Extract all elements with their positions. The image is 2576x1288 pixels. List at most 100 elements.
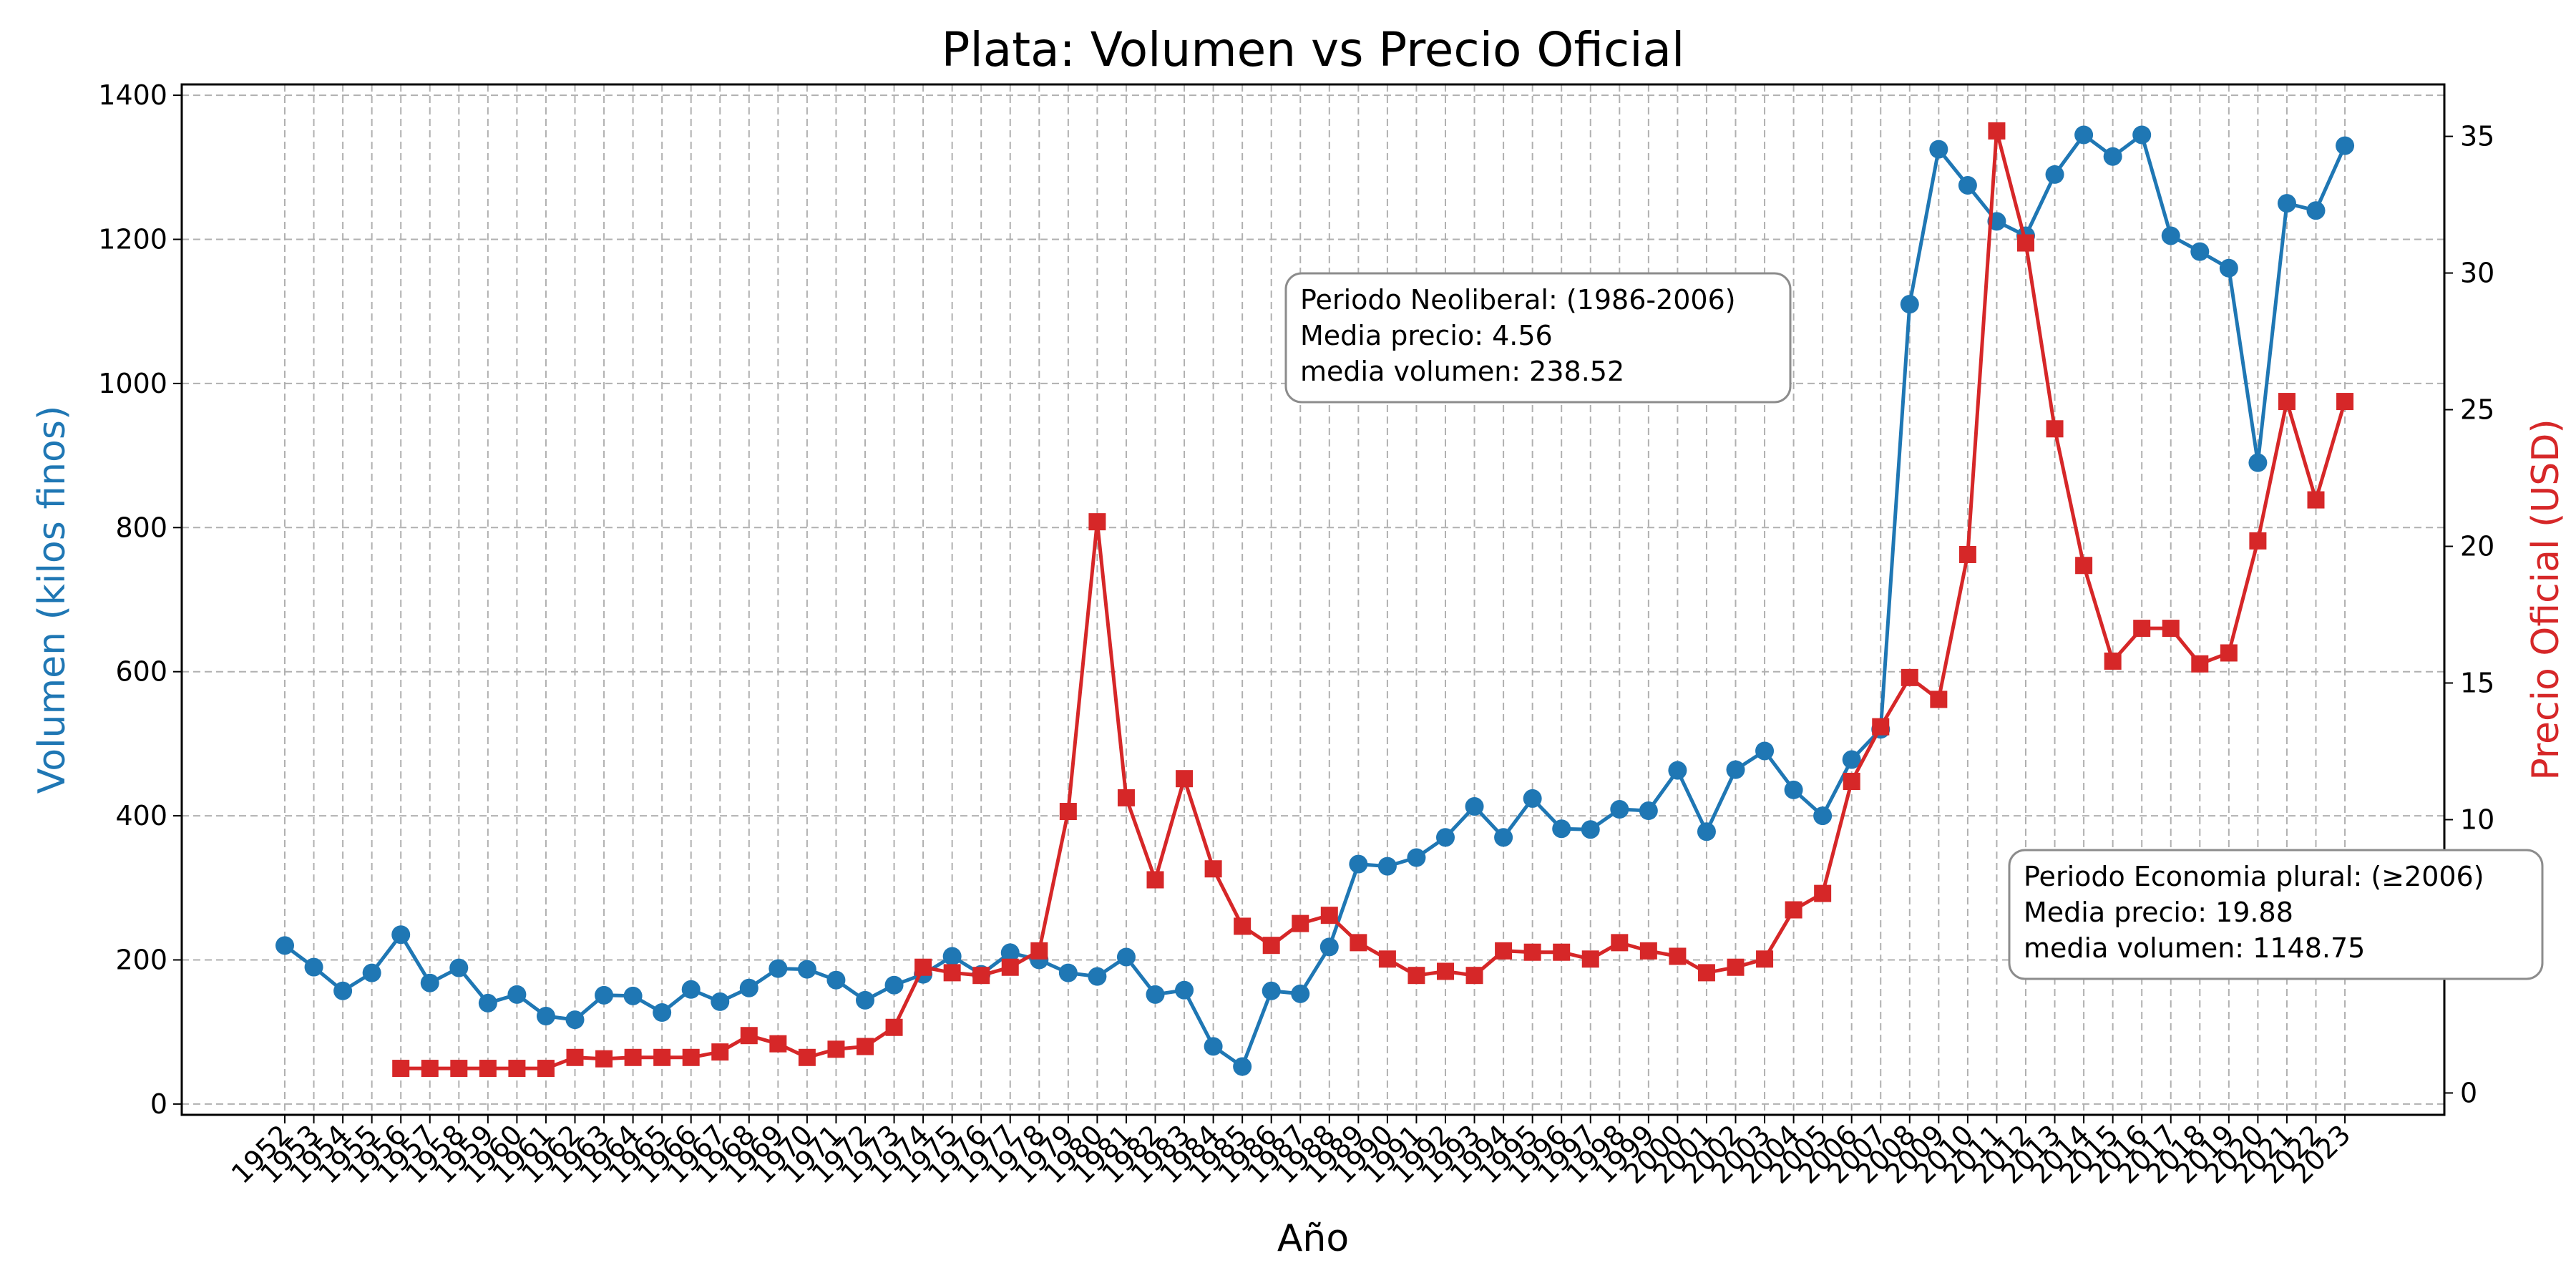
data-point-precio [1553, 943, 1571, 961]
data-point-precio [1350, 934, 1367, 952]
y-right-tick-label: 35 [2460, 121, 2494, 152]
data-point-volumen [2219, 258, 2238, 278]
data-point-volumen [1610, 800, 1629, 819]
data-point-volumen [1813, 806, 1833, 826]
data-point-precio [827, 1040, 845, 1058]
annotation-neoliberal-line-3: media volumen: 238.52 [1300, 356, 1624, 387]
data-point-volumen [1436, 828, 1455, 847]
data-point-precio [1785, 901, 1802, 919]
data-point-precio [798, 1048, 816, 1066]
data-point-volumen [1204, 1037, 1223, 1056]
data-point-volumen [1233, 1057, 1252, 1076]
data-point-volumen [2248, 453, 2268, 472]
data-point-volumen [536, 1007, 555, 1026]
y-axis-right-title: Precio Oficial (USD) [2524, 419, 2567, 780]
data-point-precio [1872, 718, 1890, 736]
x-axis-title: Año [1277, 1217, 1349, 1260]
y-left-tick-label: 600 [115, 656, 167, 688]
data-point-precio [2249, 532, 2267, 550]
data-point-volumen [2074, 125, 2094, 145]
data-point-precio [1843, 773, 1860, 791]
data-point-precio [479, 1060, 497, 1078]
data-point-volumen [711, 992, 730, 1011]
data-point-volumen [1175, 980, 1194, 1000]
data-point-precio [1320, 907, 1338, 924]
data-point-precio [624, 1048, 642, 1066]
y-right-tick-label: 15 [2460, 667, 2494, 698]
annotation-neoliberal-line-1: Periodo Neoliberal: (1986-2006) [1300, 284, 1736, 316]
data-point-volumen [1523, 789, 1542, 808]
plot-frame [180, 83, 2446, 1116]
data-point-precio [1030, 942, 1048, 960]
data-point-volumen [1349, 854, 1368, 874]
y-left-tick-label: 1400 [98, 79, 167, 111]
data-point-volumen [1900, 295, 1919, 314]
data-point-volumen [2336, 136, 2355, 155]
data-point-precio [1669, 947, 1687, 965]
y-left-tick-label: 800 [115, 512, 167, 543]
data-point-volumen [653, 1003, 672, 1023]
data-point-precio [392, 1060, 410, 1078]
data-point-precio [1088, 513, 1106, 531]
y-left-tick-label: 0 [150, 1088, 167, 1120]
y-right-tick-label: 20 [2460, 531, 2494, 562]
data-point-volumen [2103, 147, 2122, 166]
data-point-volumen [1319, 937, 1339, 957]
data-point-precio [1146, 871, 1164, 889]
data-point-volumen [1291, 984, 1310, 1003]
y-right-tick-label: 25 [2460, 394, 2494, 426]
data-point-volumen [1465, 797, 1484, 816]
data-point-precio [1234, 917, 1252, 935]
data-point-volumen [2306, 201, 2326, 220]
data-point-volumen [507, 985, 527, 1004]
data-point-precio [1814, 884, 1832, 902]
data-point-precio [421, 1060, 439, 1078]
data-point-volumen [2190, 242, 2210, 261]
data-point-precio [1697, 964, 1715, 982]
data-point-precio [2220, 644, 2238, 662]
data-point-precio [2046, 420, 2064, 438]
data-point-volumen [449, 958, 469, 977]
data-point-volumen [1668, 761, 1687, 780]
data-point-volumen [681, 980, 701, 999]
annotation-neoliberal-box [1284, 272, 1792, 404]
annotation-plural-box [2008, 849, 2544, 980]
data-point-precio [2104, 652, 2122, 670]
data-point-precio [566, 1048, 584, 1066]
annotation-neoliberal: Periodo Neoliberal: (1986-2006) Media pr… [1284, 272, 1792, 404]
data-point-precio [537, 1060, 555, 1078]
data-point-volumen [1377, 857, 1397, 876]
data-point-volumen [856, 990, 874, 1010]
data-point-precio [1581, 950, 1599, 968]
data-point-precio [1495, 942, 1513, 960]
data-point-volumen [1116, 947, 1136, 967]
data-point-precio [1465, 967, 1483, 985]
data-point-precio [1523, 943, 1541, 961]
data-point-volumen [420, 973, 439, 992]
data-point-volumen [595, 985, 614, 1005]
data-point-precio [2307, 491, 2325, 509]
chart-title: Plata: Volumen vs Precio Oficial [942, 22, 1685, 77]
data-point-precio [450, 1060, 468, 1078]
y-left-tick-label: 400 [115, 800, 167, 831]
data-point-volumen [1784, 780, 1803, 799]
data-point-precio [1001, 958, 1019, 976]
y-axis-left-title: Volumen (kilos finos) [31, 406, 74, 794]
y-axis-left: 0 200 400 600 800 1000 1200 1400 [98, 79, 182, 1120]
annotation-plural-line-1: Periodo Economia plural: (≥2006) [2024, 861, 2484, 892]
data-point-precio [885, 1018, 903, 1036]
data-point-volumen [1581, 820, 1600, 839]
data-point-volumen [478, 993, 497, 1013]
data-point-precio [2191, 655, 2209, 673]
data-point-volumen [1494, 828, 1513, 847]
data-point-volumen [2277, 194, 2296, 213]
data-point-volumen [565, 1010, 585, 1030]
y-left-tick-label: 1200 [98, 224, 167, 255]
data-point-precio [682, 1048, 700, 1066]
data-point-precio [1204, 860, 1222, 878]
data-point-volumen [1552, 819, 1571, 839]
y-right-tick-label: 10 [2460, 804, 2494, 835]
data-point-precio [1292, 914, 1309, 932]
data-point-volumen [826, 970, 846, 990]
